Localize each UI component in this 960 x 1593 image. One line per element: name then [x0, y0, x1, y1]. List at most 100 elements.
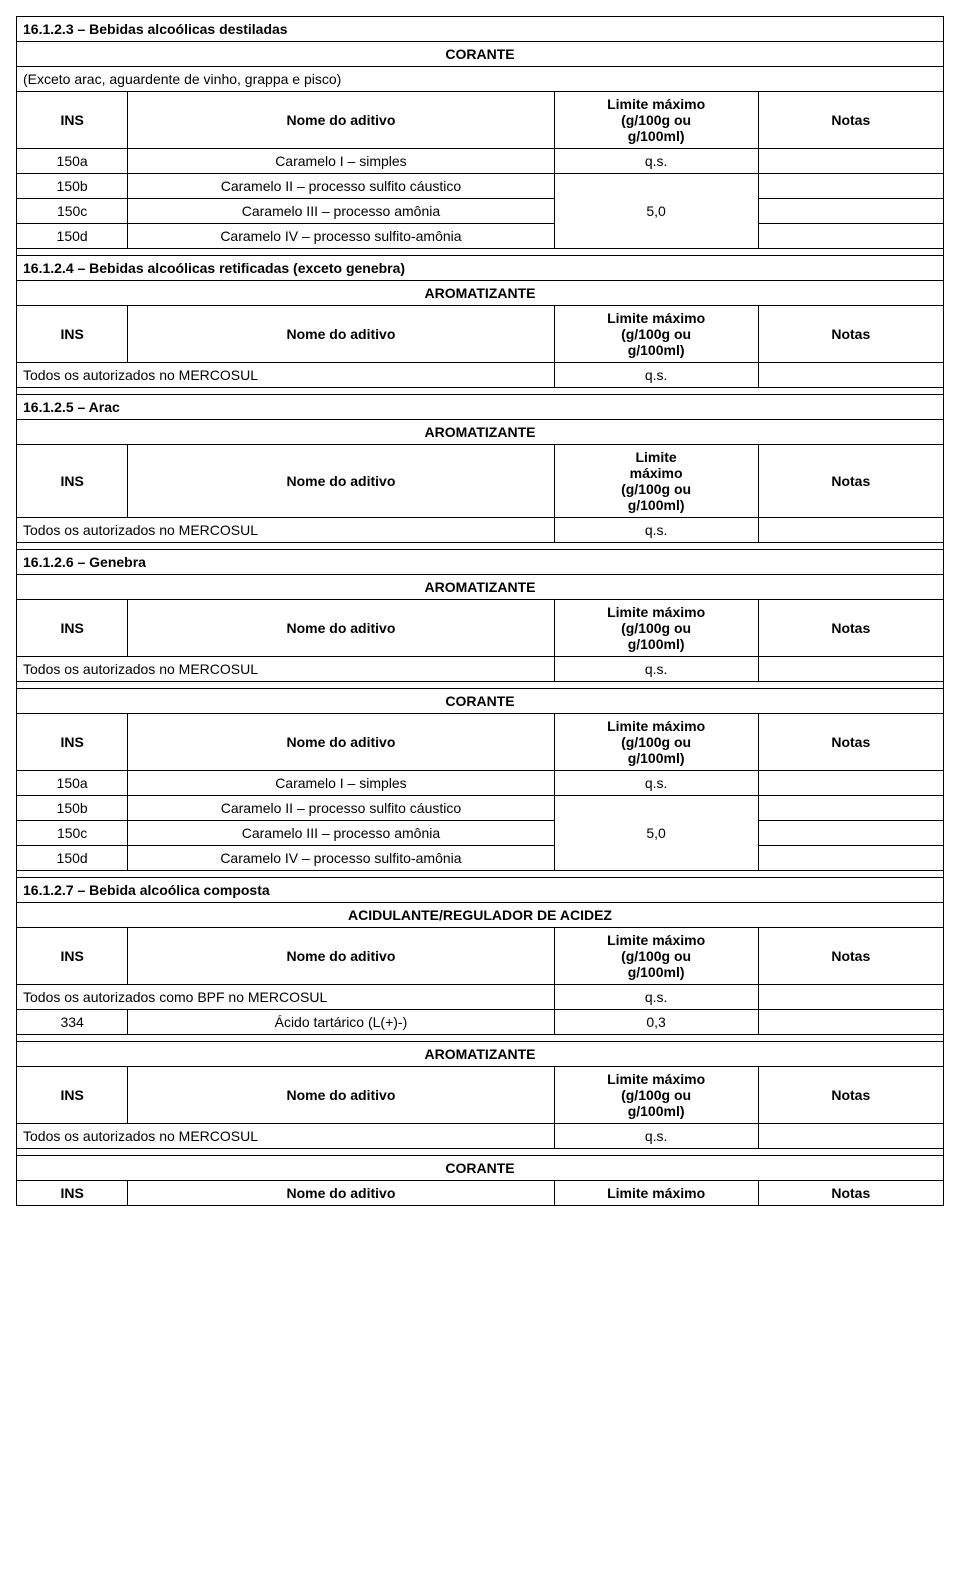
- col-nome: Nome do aditivo: [128, 600, 554, 657]
- col-notas: Notas: [758, 1181, 943, 1206]
- cell-todos: Todos os autorizados no MERCOSUL: [17, 518, 555, 543]
- cell-code: 150d: [17, 224, 128, 249]
- col-ins: INS: [17, 1067, 128, 1124]
- section-title: 16.1.2.5 – Arac: [17, 395, 944, 420]
- cell-notas: [758, 363, 943, 388]
- aromatizante-header: AROMATIZANTE: [17, 281, 944, 306]
- col-limite: Limite máximo: [554, 1181, 758, 1206]
- section-title: 16.1.2.4 – Bebidas alcoólicas retificada…: [17, 256, 944, 281]
- aromatizante-header: AROMATIZANTE: [17, 420, 944, 445]
- cell-todos: Todos os autorizados no MERCOSUL: [17, 1124, 555, 1149]
- cell-val: q.s.: [554, 1124, 758, 1149]
- col-limite: Limite máximo (g/100g ou g/100ml): [554, 1067, 758, 1124]
- cell-name: Caramelo II – processo sulfito cáustico: [128, 174, 554, 199]
- cell-todos: Todos os autorizados no MERCOSUL: [17, 657, 555, 682]
- cell-code: 334: [17, 1010, 128, 1035]
- cell-name: Caramelo II – processo sulfito cáustico: [128, 796, 554, 821]
- cell-name: Caramelo I – simples: [128, 149, 554, 174]
- table-row: 150a Caramelo I – simples q.s.: [17, 149, 944, 174]
- col-limite: Limite máximo (g/100g ou g/100ml): [554, 714, 758, 771]
- cell-val: 5,0: [554, 174, 758, 249]
- cell-val: q.s.: [554, 518, 758, 543]
- col-notas: Notas: [758, 92, 943, 149]
- cell-code: 150b: [17, 174, 128, 199]
- cell-notas: [758, 224, 943, 249]
- cell-notas: [758, 518, 943, 543]
- section-title: 16.1.2.6 – Genebra: [17, 550, 944, 575]
- table-row: Todos os autorizados no MERCOSUL q.s.: [17, 363, 944, 388]
- cell-notas: [758, 821, 943, 846]
- col-nome: Nome do aditivo: [128, 92, 554, 149]
- col-notas: Notas: [758, 1067, 943, 1124]
- table-row: Todos os autorizados no MERCOSUL q.s.: [17, 657, 944, 682]
- col-notas: Notas: [758, 306, 943, 363]
- cell-val: q.s.: [554, 149, 758, 174]
- col-notas: Notas: [758, 445, 943, 518]
- section-16-1-2-6: 16.1.2.6 – Genebra AROMATIZANTE INS Nome…: [16, 549, 944, 878]
- col-limite: Limite máximo (g/100g ou g/100ml): [554, 600, 758, 657]
- cell-notas: [758, 199, 943, 224]
- col-ins: INS: [17, 928, 128, 985]
- cell-val: 0,3: [554, 1010, 758, 1035]
- col-limite: Limite máximo (g/100g ou g/100ml): [554, 445, 758, 518]
- cell-notas: [758, 796, 943, 821]
- cell-notas: [758, 846, 943, 871]
- section-title: 16.1.2.7 – Bebida alcoólica composta: [17, 878, 944, 903]
- col-limite: Limite máximo (g/100g ou g/100ml): [554, 306, 758, 363]
- cell-name: Caramelo IV – processo sulfito-amônia: [128, 224, 554, 249]
- aromatizante-header: AROMATIZANTE: [17, 575, 944, 600]
- col-ins: INS: [17, 445, 128, 518]
- col-notas: Notas: [758, 600, 943, 657]
- acidulante-header: ACIDULANTE/REGULADOR DE ACIDEZ: [17, 903, 944, 928]
- cell-code: 150d: [17, 846, 128, 871]
- col-nome: Nome do aditivo: [128, 1067, 554, 1124]
- section-16-1-2-4: 16.1.2.4 – Bebidas alcoólicas retificada…: [16, 255, 944, 395]
- cell-notas: [758, 657, 943, 682]
- col-nome: Nome do aditivo: [128, 1181, 554, 1206]
- cell-notas: [758, 174, 943, 199]
- col-nome: Nome do aditivo: [128, 928, 554, 985]
- cell-notas: [758, 985, 943, 1010]
- table-row: 150c Caramelo III – processo amônia: [17, 199, 944, 224]
- col-nome: Nome do aditivo: [128, 714, 554, 771]
- section-title: 16.1.2.3 – Bebidas alcoólicas destiladas: [17, 17, 944, 42]
- cell-code: 150a: [17, 149, 128, 174]
- cell-name: Caramelo I – simples: [128, 771, 554, 796]
- col-ins: INS: [17, 600, 128, 657]
- col-limite: Limite máximo (g/100g ou g/100ml): [554, 928, 758, 985]
- corante-header: CORANTE: [17, 42, 944, 67]
- table-row: 150a Caramelo I – simples q.s.: [17, 771, 944, 796]
- cell-notas: [758, 1010, 943, 1035]
- cell-val: q.s.: [554, 657, 758, 682]
- cell-val: 5,0: [554, 796, 758, 871]
- col-ins: INS: [17, 714, 128, 771]
- cell-name: Caramelo IV – processo sulfito-amônia: [128, 846, 554, 871]
- cell-code: 150a: [17, 771, 128, 796]
- table-row: Todos os autorizados como BPF no MERCOSU…: [17, 985, 944, 1010]
- cell-code: 150c: [17, 821, 128, 846]
- cell-name: Caramelo III – processo amônia: [128, 821, 554, 846]
- cell-val: q.s.: [554, 771, 758, 796]
- corante-header: CORANTE: [17, 1156, 944, 1181]
- col-notas: Notas: [758, 714, 943, 771]
- cell-notas: [758, 771, 943, 796]
- table-row: Todos os autorizados no MERCOSUL q.s.: [17, 1124, 944, 1149]
- section-16-1-2-7: 16.1.2.7 – Bebida alcoólica composta ACI…: [16, 877, 944, 1206]
- col-nome: Nome do aditivo: [128, 445, 554, 518]
- cell-todos: Todos os autorizados no MERCOSUL: [17, 363, 555, 388]
- cell-val: q.s.: [554, 363, 758, 388]
- col-notas: Notas: [758, 928, 943, 985]
- col-limite: Limite máximo (g/100g ou g/100ml): [554, 92, 758, 149]
- col-ins: INS: [17, 306, 128, 363]
- table-row: 150b Caramelo II – processo sulfito cáus…: [17, 174, 944, 199]
- cell-notas: [758, 1124, 943, 1149]
- table-row: Todos os autorizados no MERCOSUL q.s.: [17, 518, 944, 543]
- col-ins: INS: [17, 1181, 128, 1206]
- corante-header: CORANTE: [17, 689, 944, 714]
- col-ins: INS: [17, 92, 128, 149]
- cell-name: Ácido tartárico (L(+)-): [128, 1010, 554, 1035]
- cell-val: q.s.: [554, 985, 758, 1010]
- cell-name: Caramelo III – processo amônia: [128, 199, 554, 224]
- aromatizante-header: AROMATIZANTE: [17, 1042, 944, 1067]
- section-16-1-2-3: 16.1.2.3 – Bebidas alcoólicas destiladas…: [16, 16, 944, 256]
